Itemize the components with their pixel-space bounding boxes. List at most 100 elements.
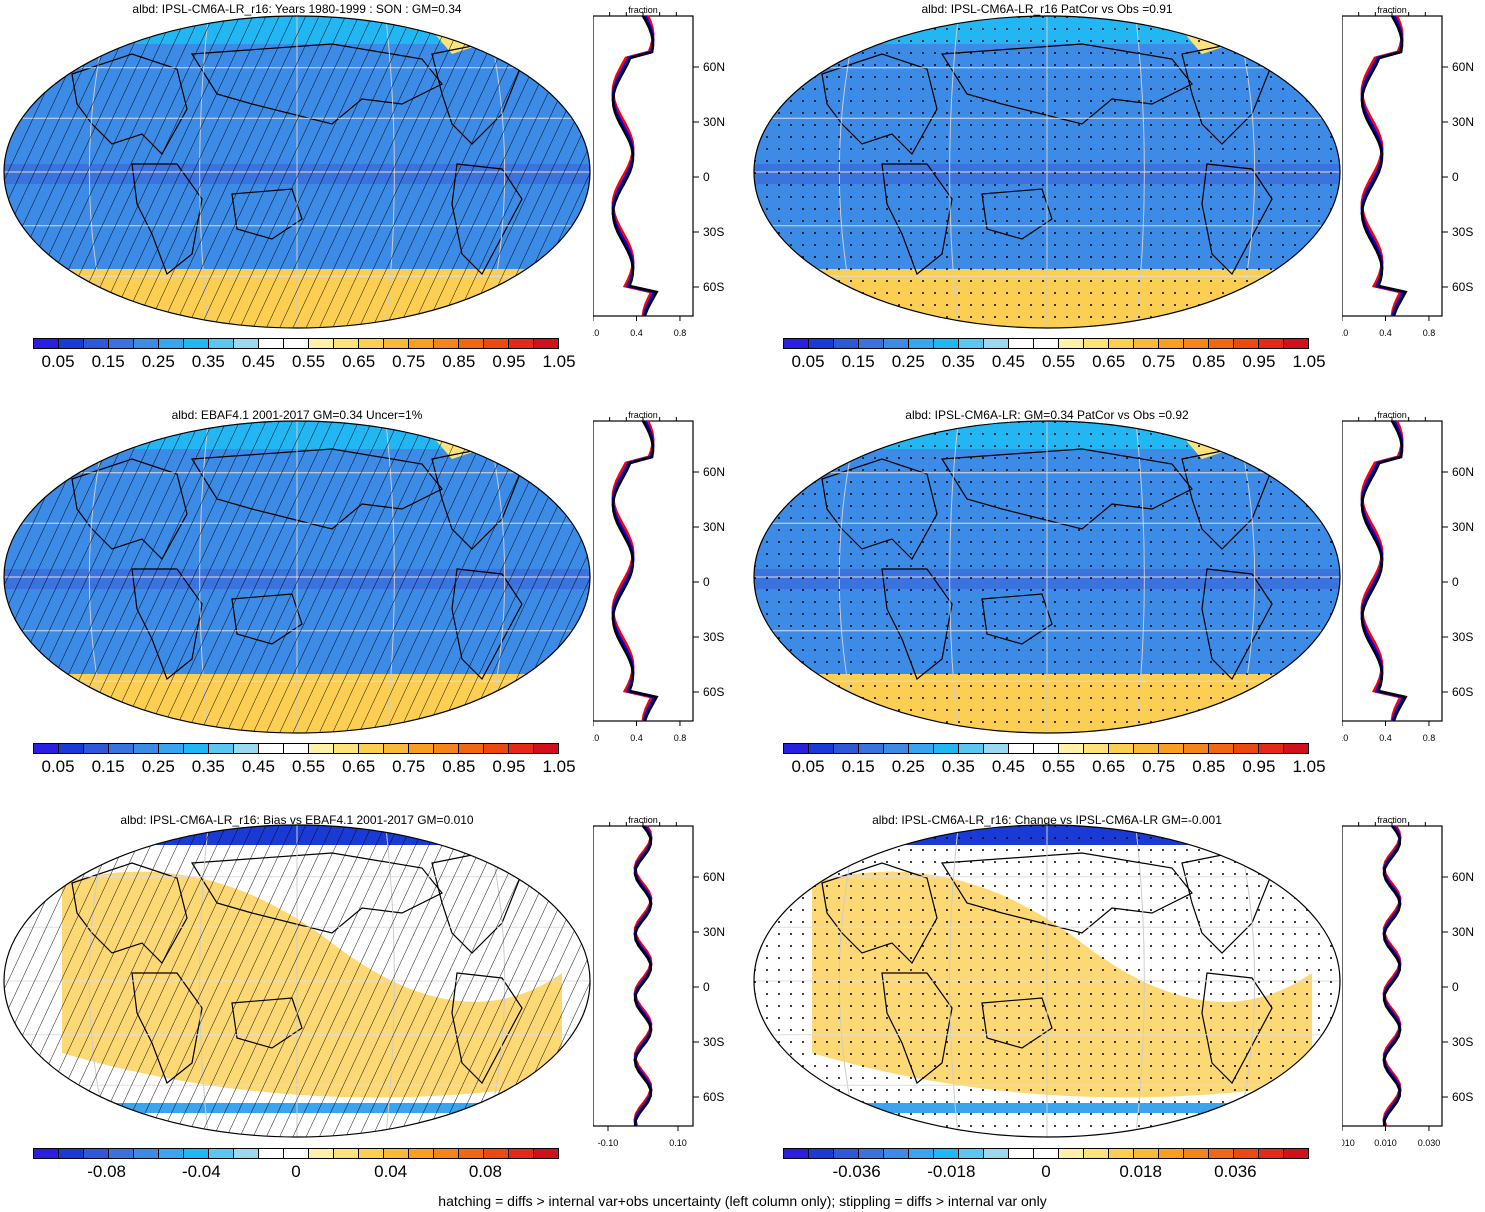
lat-tick-label: 30N [1452, 925, 1474, 939]
colorbar-swatch [809, 1149, 834, 1158]
colorbar-swatch [59, 1149, 84, 1158]
colorbar-swatch [984, 744, 1009, 753]
colorbar-swatch [334, 744, 359, 753]
colorbar-swatch [259, 744, 284, 753]
lat-tick-label: 60N [703, 465, 725, 479]
colorbar-swatch [934, 1149, 959, 1158]
lat-tick-label: 30S [1452, 630, 1473, 644]
colorbar-swatch [1284, 339, 1308, 348]
colorbar-tick-label: 0.25 [141, 352, 175, 371]
colorbar-swatch [509, 1149, 534, 1158]
colorbar-swatch [1234, 1149, 1259, 1158]
colorbar-tick-label: 0.08 [468, 1162, 502, 1181]
lat-tick-label: 60S [703, 280, 724, 294]
colorbar-swatch [109, 744, 134, 753]
colorbar-swatch [884, 339, 909, 348]
map [753, 15, 1341, 329]
lat-tick-label: 60N [1452, 870, 1474, 884]
colorbar-swatch [959, 339, 984, 348]
colorbar-swatch [1284, 744, 1308, 753]
colorbar-swatch [1259, 1149, 1284, 1158]
colorbar-tick-label: 0.95 [1242, 352, 1276, 371]
profile-title: fraction [628, 815, 658, 825]
colorbar-swatch [134, 1149, 159, 1158]
profile-line [611, 420, 659, 722]
colorbar-swatch [1259, 744, 1284, 753]
colorbar-tick-label: 0.75 [392, 757, 426, 776]
profile-x-tick-label: -0.010 [1342, 1138, 1355, 1148]
map [3, 15, 591, 329]
colorbar-swatch [34, 1149, 59, 1158]
colorbar-swatch [834, 339, 859, 348]
colorbar-swatch [809, 339, 834, 348]
colorbar-swatch [84, 339, 109, 348]
colorbar-swatch [359, 1149, 384, 1158]
colorbar-swatch [109, 339, 134, 348]
colorbar-tick-label: 0.15 [91, 757, 125, 776]
colorbar-swatch [484, 339, 509, 348]
colorbar-swatch [209, 339, 234, 348]
colorbar-tick-label: 0.55 [1041, 352, 1076, 371]
colorbar-swatch [1134, 339, 1159, 348]
colorbar-tick-label: 0.35 [941, 757, 975, 776]
colorbar-swatch [859, 339, 884, 348]
colorbar-swatch [1084, 1149, 1109, 1158]
colorbar-swatch [384, 339, 409, 348]
colorbar-swatch [459, 339, 484, 348]
lat-tick-label: 60N [1452, 465, 1474, 479]
colorbar-swatch [1234, 339, 1259, 348]
colorbar-tick-label: 0 [1041, 1162, 1051, 1181]
colorbar-swatch [534, 339, 558, 348]
lat-tick-label: 60S [1452, 1090, 1473, 1104]
lat-tick-label: 0 [703, 170, 710, 184]
colorbar-tick-label: -0.036 [832, 1162, 881, 1181]
colorbar-tick-label: 0.35 [941, 352, 975, 371]
colorbar-tick-label: 0.05 [791, 757, 825, 776]
colorbar-tick-label: 0.95 [492, 757, 526, 776]
colorbar-swatch [1009, 1149, 1034, 1158]
colorbar-swatch [884, 1149, 909, 1158]
map [753, 824, 1341, 1138]
colorbar-tick-label: 1.05 [542, 757, 576, 776]
profile-title: fraction [1377, 410, 1407, 420]
colorbar-tick-label: 0.45 [241, 757, 275, 776]
colorbar-swatch [1009, 339, 1034, 348]
colorbar-tick-label: 1.05 [1292, 757, 1326, 776]
colorbar-swatch [509, 339, 534, 348]
colorbar-swatch [859, 744, 884, 753]
colorbar-tick-label: -0.018 [927, 1162, 976, 1181]
zonal-profile: fraction 60N 30N 0 30S 60S 0.0 0.4 0.8 [1342, 5, 1474, 338]
panel-title: albd: IPSL-CM6A-LR_r16: Bias vs EBAF4.1 … [120, 813, 474, 827]
colorbar-tick-label: 0.05 [41, 352, 75, 371]
lat-tick-label: 60N [703, 870, 725, 884]
lat-tick-label: 0 [1452, 575, 1459, 589]
colorbar-tick-label: 0.05 [41, 757, 75, 776]
colorbar-swatch [59, 339, 84, 348]
colorbar-swatch [284, 339, 309, 348]
lat-tick-label: 60N [1452, 60, 1474, 74]
profile-x-tick-label: 0.030 [1418, 1138, 1441, 1148]
colorbar-swatch [309, 339, 334, 348]
colorbar-tick-label: 0.75 [1142, 352, 1176, 371]
colorbar-swatch [259, 339, 284, 348]
profile-x-tick-label: -0.10 [598, 1138, 619, 1148]
zonal-profile: fraction 60N 30N 0 30S 60S 0.0 0.4 0.8 [1342, 410, 1474, 743]
colorbar-swatch [434, 339, 459, 348]
lat-tick-label: 60N [703, 60, 725, 74]
colorbar-swatch [1134, 744, 1159, 753]
colorbar-tick-label: 0.05 [791, 352, 825, 371]
colorbar-tick-label: 0.65 [1092, 352, 1126, 371]
colorbar-swatch [234, 339, 259, 348]
profile-x-tick-label: 0.010 [1374, 1138, 1397, 1148]
colorbar-swatch [34, 744, 59, 753]
colorbar-swatch [1159, 744, 1184, 753]
colorbar-tick-label: 0.35 [191, 352, 225, 371]
colorbar-swatch [109, 1149, 134, 1158]
profile-x-tick-label: 0.0 [1342, 328, 1348, 338]
colorbar-swatch [1109, 339, 1134, 348]
colorbar-swatch [834, 1149, 859, 1158]
lat-tick-label: 0 [1452, 980, 1459, 994]
colorbar-swatch [459, 744, 484, 753]
colorbar [783, 1148, 1309, 1159]
colorbar-swatch [534, 1149, 558, 1158]
